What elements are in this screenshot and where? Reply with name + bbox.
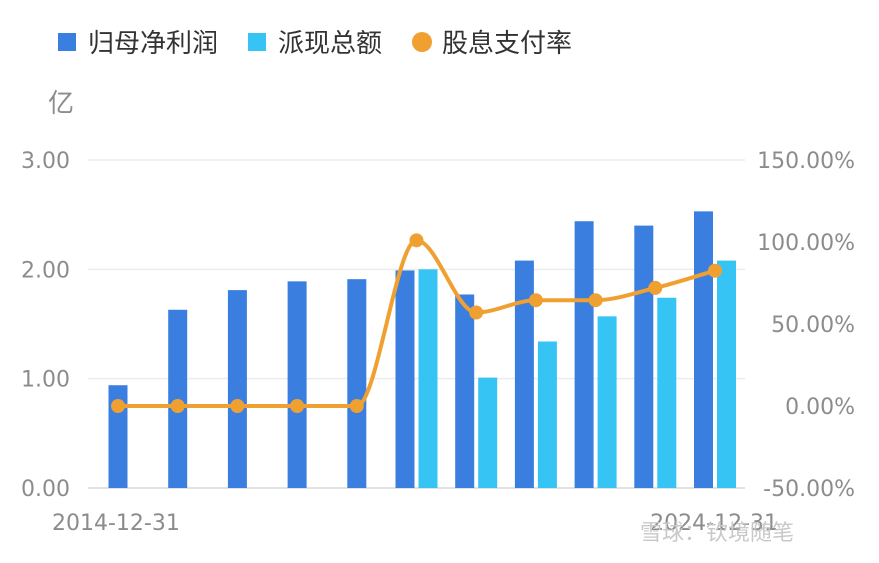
bar-net-profit [395, 270, 415, 488]
payout-ratio-point [469, 305, 484, 320]
legend-swatch [248, 33, 266, 51]
payout-ratio-point [409, 233, 424, 248]
right-axis-tick-label: 100.00% [757, 231, 855, 256]
bar-dividend-total [418, 269, 438, 488]
bar-net-profit [514, 260, 534, 488]
payout-ratio-point [588, 293, 603, 308]
legend-swatch [58, 33, 76, 51]
y-axis-unit: 亿 [48, 89, 74, 119]
legend-label: 派现总额 [278, 29, 382, 59]
left-axis-tick-label: 1.00 [21, 368, 70, 393]
bar-net-profit [634, 225, 654, 488]
bar-net-profit [168, 309, 188, 488]
left-axis-tick-label: 0.00 [21, 477, 70, 502]
x-axis-tick-label: 2014-12-31 [52, 511, 180, 536]
payout-ratio-point [708, 263, 722, 278]
payout-ratio-point [230, 399, 245, 413]
right-axis-tick-label: 0.00% [785, 395, 855, 420]
watermark: 雪球：钦境随笔 [640, 521, 794, 546]
right-axis-tick-label: 150.00% [757, 149, 855, 174]
bar-dividend-total [717, 260, 736, 488]
bar-net-profit [574, 221, 594, 488]
payout-ratio-point [648, 280, 663, 295]
payout-ratio-point [170, 399, 185, 413]
bar-net-profit [694, 211, 713, 489]
bar-dividend-total [478, 377, 498, 488]
left-axis-tick-label: 2.00 [21, 258, 70, 283]
bar-net-profit [347, 279, 367, 488]
legend-label: 归母净利润 [88, 29, 218, 59]
payout-ratio-point [111, 399, 125, 413]
legend: 归母净利润 派现总额 股息支付率 [58, 29, 572, 59]
payout-ratio-point [349, 399, 364, 413]
left-axis-tick-label: 3.00 [21, 149, 70, 174]
legend-label: 股息支付率 [442, 29, 572, 59]
x-axis-tick-label: 2024-12-31 [650, 511, 778, 536]
bar-net-profit [287, 281, 307, 488]
right-axis-tick-label: -50.00% [763, 477, 855, 502]
bar-dividend-total [657, 297, 677, 488]
payout-ratio-point [528, 293, 543, 308]
axes-layer: 0.00 1.00 2.00 3.00 -50.00% 0.00% 50.00% 100.00… [21, 89, 855, 536]
line-layer [111, 233, 722, 413]
bar-dividend-total [537, 341, 557, 488]
right-axis-tick-label: 50.00% [771, 313, 855, 338]
bar-net-profit [227, 290, 247, 488]
bar-dividend-total [597, 316, 617, 488]
bar-net-profit [455, 294, 475, 488]
payout-ratio-line [118, 238, 716, 408]
payout-ratio-point [290, 399, 305, 413]
legend-swatch [412, 32, 432, 52]
bars-layer [108, 211, 736, 489]
